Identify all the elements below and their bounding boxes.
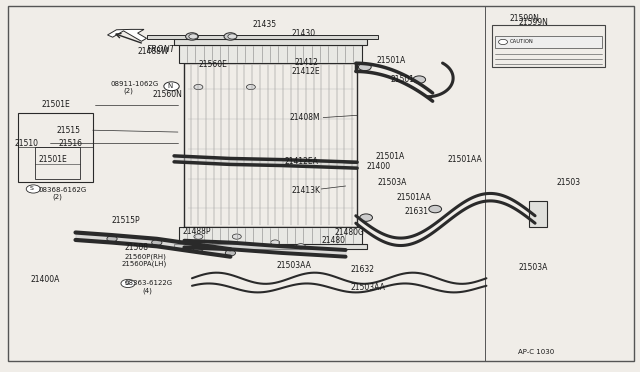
Circle shape [232,234,241,239]
Text: 21412E: 21412E [291,67,320,76]
Text: 21510: 21510 [14,139,38,148]
Text: 21515: 21515 [56,126,81,135]
Text: 21599N: 21599N [518,18,548,27]
Bar [35,147,80,179]
Text: 21412: 21412 [294,58,318,67]
Circle shape [358,63,371,71]
Text: 21412EA: 21412EA [285,157,319,166]
Circle shape [193,246,204,251]
Circle shape [194,234,203,239]
Bar [179,45,362,63]
Circle shape [186,33,198,40]
Text: 21560N: 21560N [152,90,182,99]
Text: 21503A: 21503A [378,178,407,187]
Text: 21501E: 21501E [38,155,67,164]
Text: AP-C 1030: AP-C 1030 [518,349,555,355]
Text: 21413K: 21413K [291,186,320,195]
Text: 21503: 21503 [557,178,581,187]
Text: (2): (2) [52,194,62,201]
Circle shape [360,214,372,221]
Text: 21560P(RH): 21560P(RH) [125,253,166,260]
Text: N: N [168,83,173,89]
Text: 21408M: 21408M [289,113,320,122]
Bar [529,201,547,227]
Circle shape [164,82,179,91]
Circle shape [26,185,40,193]
Text: 21503AA: 21503AA [351,283,385,292]
Text: 21560E: 21560E [198,60,227,69]
Bar [174,244,367,249]
Text: (4): (4) [142,288,152,294]
Text: 21488W: 21488W [138,47,169,56]
Bar [179,227,362,245]
Text: 21488P: 21488P [182,227,211,236]
Bar [147,35,378,39]
Text: CAUTION: CAUTION [509,39,533,45]
Text: 21435: 21435 [253,20,277,29]
Circle shape [152,240,162,246]
Bar [184,63,357,227]
Circle shape [194,84,203,90]
Circle shape [499,39,508,45]
Bar [492,25,605,67]
Circle shape [189,34,198,39]
Text: 08911-1062G: 08911-1062G [110,81,158,87]
Text: 08363-6122G: 08363-6122G [125,280,173,286]
Text: 21503A: 21503A [518,263,548,272]
Text: 21480: 21480 [321,236,346,245]
Text: 21501A: 21501A [376,56,406,65]
Text: 21400A: 21400A [30,275,60,284]
Circle shape [107,236,117,242]
Text: FRONT: FRONT [147,45,176,54]
Text: 21599N: 21599N [509,14,540,23]
Bar [18,113,93,182]
Text: 21501AA: 21501AA [448,155,483,164]
Text: 21516: 21516 [59,139,83,148]
Text: 21632: 21632 [351,265,375,274]
Circle shape [121,279,135,288]
Bar [495,36,602,48]
Text: 21501E: 21501E [42,100,70,109]
Text: 21501: 21501 [390,75,415,84]
Circle shape [413,76,426,83]
Circle shape [224,33,237,40]
Circle shape [246,84,255,90]
Text: 21501AA: 21501AA [397,193,431,202]
Text: 21508: 21508 [125,243,149,251]
Text: S: S [124,281,128,286]
Circle shape [296,244,305,249]
Text: 21430: 21430 [291,29,316,38]
Text: 21503AA: 21503AA [276,261,311,270]
Text: 21480G: 21480G [335,228,365,237]
Text: 21501A: 21501A [376,153,405,161]
Text: 21631: 21631 [404,207,429,216]
Bar [174,39,367,45]
Circle shape [225,250,236,256]
Circle shape [228,34,237,39]
Circle shape [429,205,442,213]
Circle shape [271,240,280,245]
Text: S: S [29,186,33,192]
Text: 21400: 21400 [366,162,390,171]
Text: 21560PA(LH): 21560PA(LH) [122,260,167,267]
Text: (2): (2) [124,87,133,94]
Text: 21515P: 21515P [112,217,141,225]
Text: 08368-6162G: 08368-6162G [38,187,86,193]
Polygon shape [108,29,147,41]
